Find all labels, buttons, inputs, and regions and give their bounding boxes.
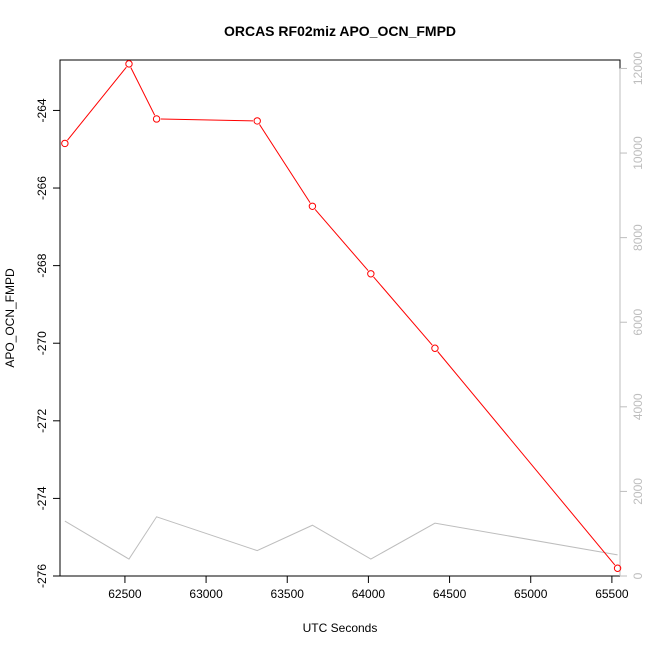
y2-tick-label: 6000 — [631, 309, 645, 336]
y-tick-label: -266 — [35, 176, 49, 200]
data-point — [308, 202, 317, 210]
series-line-segment — [259, 124, 311, 204]
series-line-segment — [373, 276, 433, 346]
series-line-segment — [314, 209, 369, 271]
data-point — [61, 139, 69, 148]
x-tick-label: 64500 — [433, 587, 467, 601]
series-layer — [61, 60, 622, 572]
y2-tick-label: 4000 — [631, 393, 645, 420]
y-tick-label: -276 — [35, 564, 49, 588]
x-tick-label: 65500 — [595, 587, 629, 601]
y-tick-label: -272 — [35, 408, 49, 432]
y2-tick-label: 12000 — [631, 51, 645, 85]
y2-tick-label: 8000 — [631, 224, 645, 251]
x-axis-label: UTC Seconds — [303, 621, 378, 635]
x-tick-label: 63500 — [271, 587, 305, 601]
series-line-segment — [160, 118, 254, 122]
y-tick-label: -274 — [35, 486, 49, 510]
y-axis-label: APO_OCN_FMPD — [3, 268, 17, 368]
y2-tick-label: 0 — [631, 572, 645, 579]
series-line-segment — [67, 66, 127, 141]
data-point — [152, 115, 161, 123]
x-axis: 62500 63000 63500 64000 64500 65000 65500 — [108, 575, 629, 601]
secondary-series-line — [64, 516, 618, 560]
x-tick-label: 64000 — [352, 587, 386, 601]
data-point — [613, 564, 622, 572]
x-tick-label: 63000 — [189, 587, 223, 601]
data-point — [253, 117, 261, 125]
series-line-segment — [130, 67, 156, 116]
plot-box — [59, 59, 621, 577]
x-tick-label: 65000 — [514, 587, 548, 601]
chart-title: ORCAS RF02miz APO_OCN_FMPD — [224, 23, 456, 39]
series-line-segment — [437, 351, 616, 566]
x-tick-label: 62500 — [108, 587, 142, 601]
data-point — [431, 344, 439, 352]
y-tick-label: -268 — [35, 253, 49, 277]
y2-tick-label: 2000 — [631, 478, 645, 505]
data-point — [367, 270, 375, 278]
y-axis: -276 -274 -272 -270 -268 -266 -264 — [35, 98, 61, 588]
y2-tick-label: 10000 — [631, 136, 645, 170]
y-tick-label: -264 — [35, 98, 49, 122]
y-tick-label: -270 — [35, 331, 49, 355]
data-point — [125, 60, 133, 68]
y2-axis: 0 2000 4000 6000 8000 10000 12000 — [619, 51, 645, 579]
